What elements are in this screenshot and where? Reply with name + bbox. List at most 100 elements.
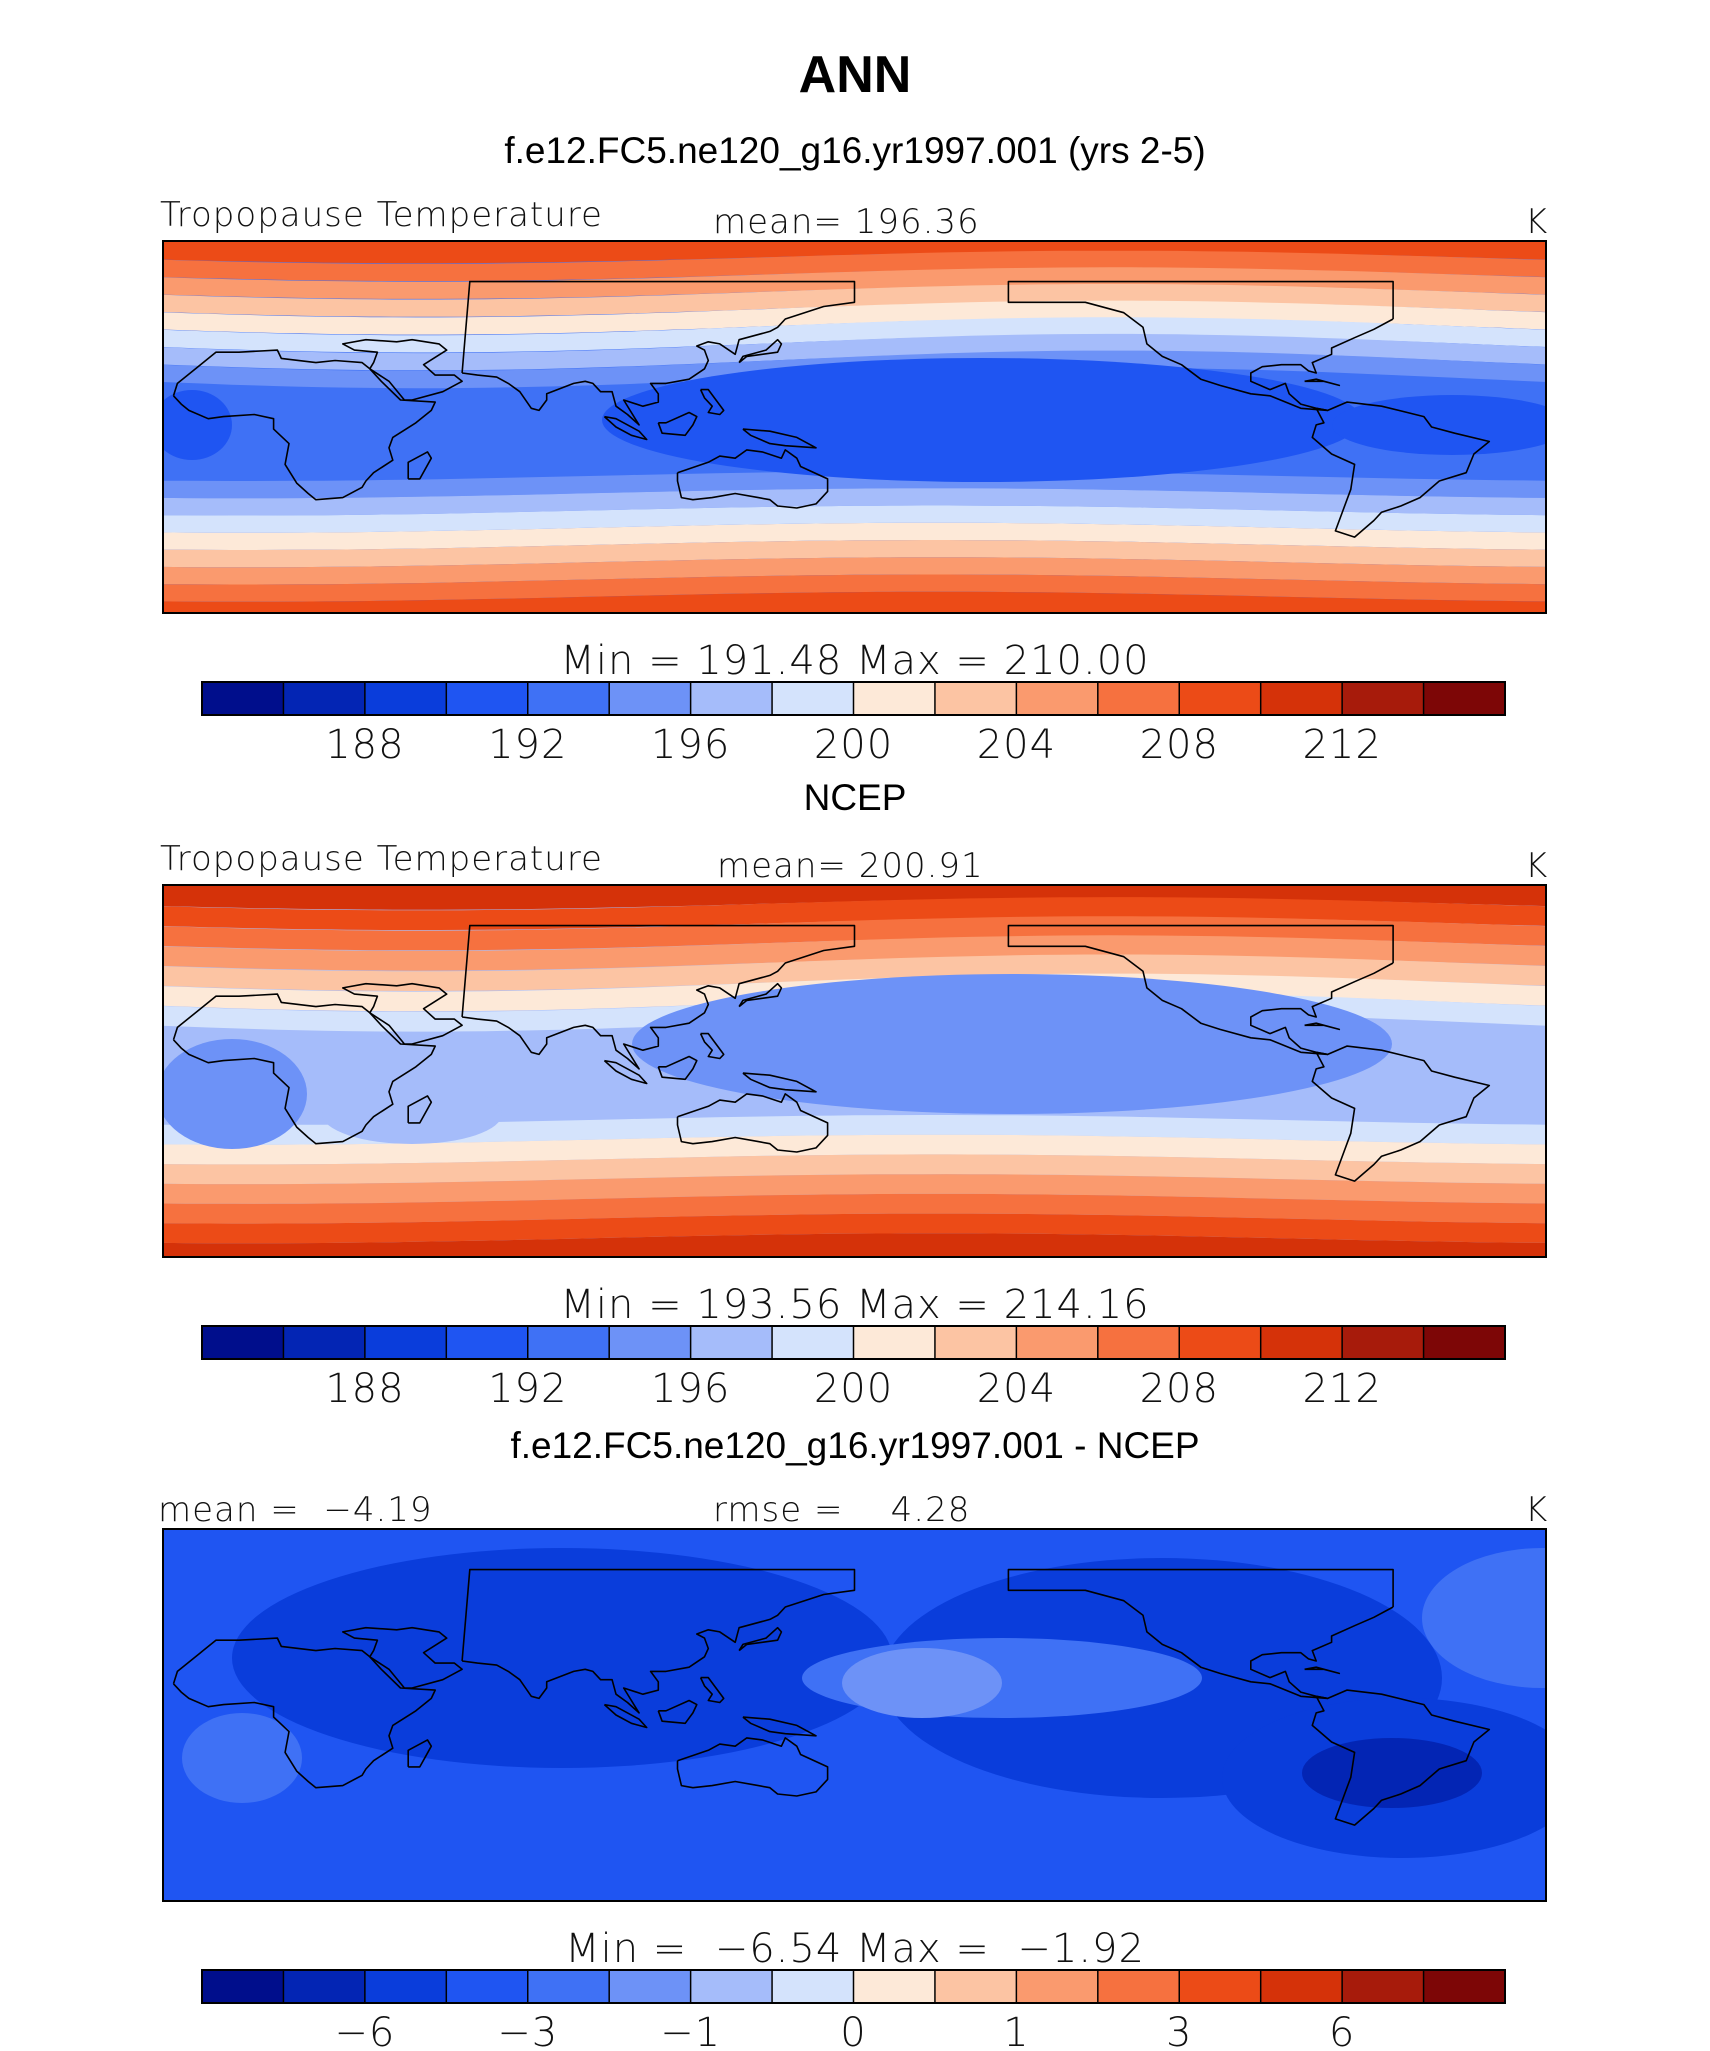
diff-maritime-continent-peak <box>842 1648 1002 1718</box>
colorbar-1-swatch-12 <box>1179 682 1262 715</box>
map-2-south-band-4 <box>162 1193 1547 1224</box>
model-east-pacific-minimum <box>1332 395 1547 455</box>
coastline-segment <box>738 982 783 1008</box>
coastline-segment <box>699 388 725 416</box>
colorbar-1-tick-label: 212 <box>1302 722 1381 768</box>
panel-3-title: f.e12.FC5.ne120_g16.yr1997.001 - NCEP <box>510 1425 1200 1466</box>
map-1-north-band-5 <box>162 317 1547 353</box>
colorbar-2-tick-label: 208 <box>1140 1366 1219 1412</box>
coastline-segment <box>699 1032 725 1060</box>
coastline-segment <box>407 1739 433 1768</box>
coastline-segment <box>603 1703 648 1729</box>
coastline-segment <box>742 1716 817 1737</box>
coastline-segment <box>1007 280 1394 412</box>
coastline-segment <box>461 280 856 426</box>
colorbar-2-tick-label: 188 <box>325 1366 404 1412</box>
map-1-coastlines <box>172 280 1491 538</box>
panel-1-mean-label: mean= 196.36 <box>713 202 980 242</box>
colorbar-1-swatch-10 <box>1016 682 1099 715</box>
colorbar-3-swatch-1 <box>283 1970 366 2003</box>
coastline-segment <box>699 1676 725 1704</box>
coastline-segment <box>738 338 783 364</box>
panel-3-rmse-label: rmse = 4.28 <box>713 1490 971 1530</box>
panel-3-mean-label: mean = −4.19 <box>158 1490 433 1530</box>
model-warm-pool-minimum <box>602 358 1362 482</box>
colorbar-2-frame <box>201 1325 1506 1360</box>
colorbar-2-tick-label: 212 <box>1302 1366 1381 1412</box>
coastline-segment <box>1311 401 1491 538</box>
coastline-segment <box>742 1072 817 1093</box>
coastline-segment <box>1311 1045 1491 1182</box>
colorbar-3-swatch-2 <box>364 1970 447 2003</box>
colorbar-3-swatch-0 <box>202 1970 284 2003</box>
panel-1-units-label: K <box>1525 202 1549 242</box>
map-2-south-band-3 <box>162 1174 1547 1204</box>
colorbar-2-tick-label: 200 <box>814 1366 893 1412</box>
map-3-frame <box>162 1528 1547 1902</box>
colorbar-2-swatch-2 <box>364 1326 447 1359</box>
colorbar-1-tick-label: 208 <box>1140 722 1219 768</box>
colorbar-1-swatch-4 <box>527 682 610 715</box>
colorbar-1-swatch-0 <box>202 682 284 715</box>
colorbar-1-swatch-13 <box>1260 682 1343 715</box>
colorbar-3-swatch-6 <box>690 1970 773 2003</box>
colorbar-1-swatch-11 <box>1097 682 1180 715</box>
panel-1-colorbar-stats: Min = 191.48 Max = 210.00 <box>560 638 1150 684</box>
map-2-north-band-1 <box>162 897 1547 930</box>
panel-2-colorbar: 188 192 196 200 204 208 212 <box>201 1325 1506 1412</box>
coastline-segment <box>407 451 433 480</box>
coastline-segment <box>1304 1022 1341 1031</box>
map-2-south-band-1 <box>162 1134 1547 1165</box>
map-1-south-band-0 <box>162 471 1547 499</box>
model-atlantic-minimum <box>162 390 232 460</box>
coastline-segment <box>657 1055 698 1081</box>
colorbar-2-tick-label: 196 <box>651 1366 730 1412</box>
figure-title: ANN <box>798 46 912 104</box>
colorbar-1-swatch-2 <box>364 682 447 715</box>
colorbar-1-frame <box>201 681 1506 716</box>
colorbar-2-tick-label: 204 <box>977 1366 1056 1412</box>
ncep-warm-pool-minimum <box>632 974 1392 1114</box>
colorbar-3-swatch-5 <box>609 1970 692 2003</box>
coastline-segment <box>738 1626 783 1652</box>
colorbar-3-tick-label: 3 <box>1166 2010 1192 2051</box>
map-3-coastlines <box>172 1568 1491 1826</box>
map-2-frame <box>162 884 1547 1258</box>
map-2-coastlines <box>172 924 1491 1182</box>
panel-1-variable-label: Tropopause Temperature <box>160 195 603 235</box>
colorbar-3-swatch-7 <box>772 1970 854 2003</box>
colorbar-1-tick-label: 200 <box>814 722 893 768</box>
colorbar-2-swatch-12 <box>1179 1326 1262 1359</box>
coastline-segment <box>342 982 463 1045</box>
ncep-amazon-minimum <box>162 1039 307 1149</box>
colorbar-1-swatch-14 <box>1342 682 1425 715</box>
diff-south-america-high <box>182 1713 302 1803</box>
colorbar-2-swatch-9 <box>934 1326 1017 1359</box>
colorbar-3-swatch-15 <box>1423 1970 1506 2003</box>
map-2-north-band-0 <box>162 884 1547 910</box>
map-2-north-band-4 <box>162 954 1547 991</box>
colorbar-3-swatch-4 <box>527 1970 610 2003</box>
colorbar-3-tick-label: 1 <box>1003 2010 1029 2051</box>
colorbar-3-swatch-14 <box>1342 1970 1425 2003</box>
colorbar-1-tick-label: 196 <box>651 722 730 768</box>
panel-2-mean-label: mean= 200.91 <box>717 846 984 886</box>
coastline-segment <box>1311 1689 1491 1826</box>
coastline-segment <box>603 415 648 441</box>
colorbar-3-tick-label: −6 <box>334 2010 395 2051</box>
panel-2-variable-label: Tropopause Temperature <box>160 839 603 879</box>
panel-3-colorbar-stats: Min = −6.54 Max = −1.92 <box>565 1926 1145 1972</box>
map-2-south-band-2 <box>162 1154 1547 1185</box>
map-2-south-band-0 <box>162 1115 1547 1145</box>
panel-2-map <box>162 884 1547 1258</box>
panel-1-colorbar: 188 192 196 200 204 208 212 <box>201 681 1506 768</box>
colorbar-2-swatch-15 <box>1423 1326 1506 1359</box>
colorbar-3-tick-label: 6 <box>1329 2010 1355 2051</box>
colorbar-3-tick-label: −3 <box>497 2010 558 2051</box>
colorbar-2-swatch-5 <box>609 1326 692 1359</box>
coastline-segment <box>676 1093 829 1153</box>
colorbar-2-swatch-0 <box>202 1326 284 1359</box>
colorbar-1-swatch-6 <box>690 682 773 715</box>
diff-africa-indian-ocean-area <box>232 1548 892 1768</box>
colorbar-2-swatch-7 <box>772 1326 854 1359</box>
